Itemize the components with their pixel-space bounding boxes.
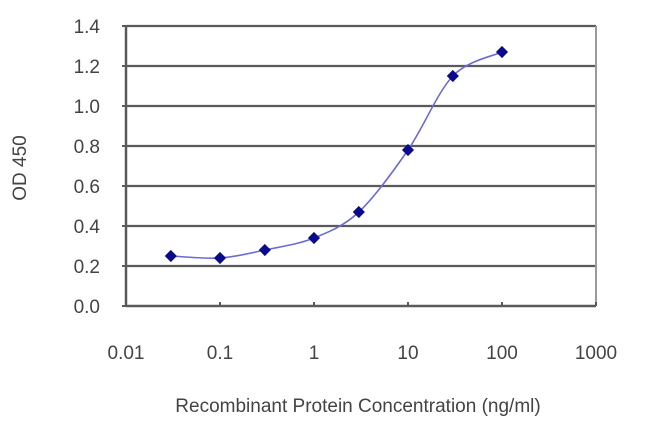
x-axis-title: Recombinant Protein Concentration (ng/ml…	[175, 396, 540, 417]
y-tick-label: 0.6	[74, 177, 100, 198]
data-point-diamond-marker	[401, 143, 415, 157]
x-tick-label: 10	[397, 343, 418, 364]
y-tick-label: 1.2	[74, 57, 100, 78]
data-point-diamond-marker	[307, 231, 321, 245]
y-tick-label: 1.4	[74, 17, 101, 38]
y-tick-label: 0.0	[74, 297, 100, 318]
y-tick-label: 0.4	[74, 217, 101, 238]
x-tick-label: 1	[309, 343, 320, 364]
data-point-diamond-marker	[258, 243, 271, 257]
data-point-diamond-marker	[164, 249, 177, 263]
y-tick-label: 1.0	[74, 97, 100, 118]
data-point-diamond-marker	[213, 251, 227, 265]
x-tick-label: 1000	[575, 343, 617, 364]
axes	[122, 25, 597, 308]
x-tick-label: 0.01	[108, 343, 145, 364]
data-point-diamond-marker	[446, 69, 459, 83]
series-line	[170, 51, 503, 260]
data-series	[164, 45, 509, 265]
data-point-diamond-marker	[352, 205, 365, 219]
data-point-diamond-marker	[495, 45, 509, 59]
y-axis-tick-labels: 0.0 0.2 0.4 0.6 0.8 1.0 1.2 1.4	[74, 17, 101, 318]
x-axis-tick-labels: 0.01 0.1 1 10 100 1000	[108, 343, 618, 364]
y-axis-title: OD 450	[10, 135, 31, 200]
y-tick-label: 0.2	[74, 257, 100, 278]
gridlines	[126, 24, 596, 268]
y-tick-label: 0.8	[74, 137, 100, 158]
x-tick-label: 100	[486, 343, 518, 364]
x-tick-label: 0.1	[207, 343, 233, 364]
